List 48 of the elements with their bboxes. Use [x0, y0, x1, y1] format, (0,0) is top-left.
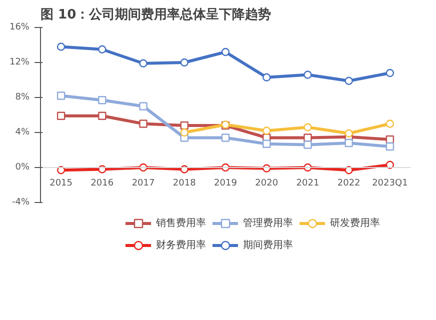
y-tick-label: 16%	[9, 22, 30, 32]
x-tick-label: 2018	[172, 178, 196, 188]
point	[386, 68, 394, 78]
point	[139, 120, 148, 128]
y-tick-label: 8%	[15, 92, 30, 102]
point	[139, 59, 148, 68]
point	[262, 140, 271, 148]
point	[221, 134, 230, 142]
point	[304, 123, 312, 132]
point	[180, 128, 188, 137]
x-tick-label: 2017	[132, 178, 155, 188]
point	[180, 58, 188, 67]
point	[344, 76, 353, 85]
legend-label: 管理费用率	[243, 216, 293, 230]
point	[221, 48, 230, 56]
legend-label: 财务费用率	[156, 238, 206, 252]
x-tick-label: 2015	[50, 178, 73, 188]
y-tick-label: 0%	[15, 162, 30, 172]
point	[180, 121, 188, 130]
legend-label: 研发费用率	[330, 216, 380, 230]
point	[304, 70, 312, 79]
point	[344, 129, 353, 138]
point	[139, 102, 148, 110]
point	[386, 142, 394, 151]
point	[98, 45, 106, 54]
legend-label: 销售费用率	[156, 216, 206, 230]
x-tick-label: 2023Q1	[372, 178, 408, 188]
point	[262, 126, 271, 135]
chart-title: 图 10：公司期间费用率总体呈下降趋势	[40, 6, 272, 22]
y-tick-label: 4%	[15, 128, 30, 138]
x-tick-label: 2019	[214, 178, 238, 188]
legend-label: 期间费用率	[243, 238, 293, 252]
point	[56, 92, 66, 100]
point	[262, 73, 271, 82]
x-tick-label: 2016	[90, 178, 114, 188]
point	[304, 134, 312, 142]
y-tick-label: -4%	[12, 198, 30, 208]
point	[304, 140, 312, 149]
x-tick-label: 2020	[255, 178, 278, 188]
x-tick-label: 2021	[296, 178, 320, 188]
point	[56, 42, 66, 51]
y-tick-label: 12%	[9, 58, 30, 68]
point	[344, 138, 353, 148]
point	[56, 112, 66, 120]
point	[98, 112, 106, 120]
point	[386, 120, 394, 128]
point	[98, 96, 106, 104]
x-tick-label: 2022	[337, 178, 360, 188]
